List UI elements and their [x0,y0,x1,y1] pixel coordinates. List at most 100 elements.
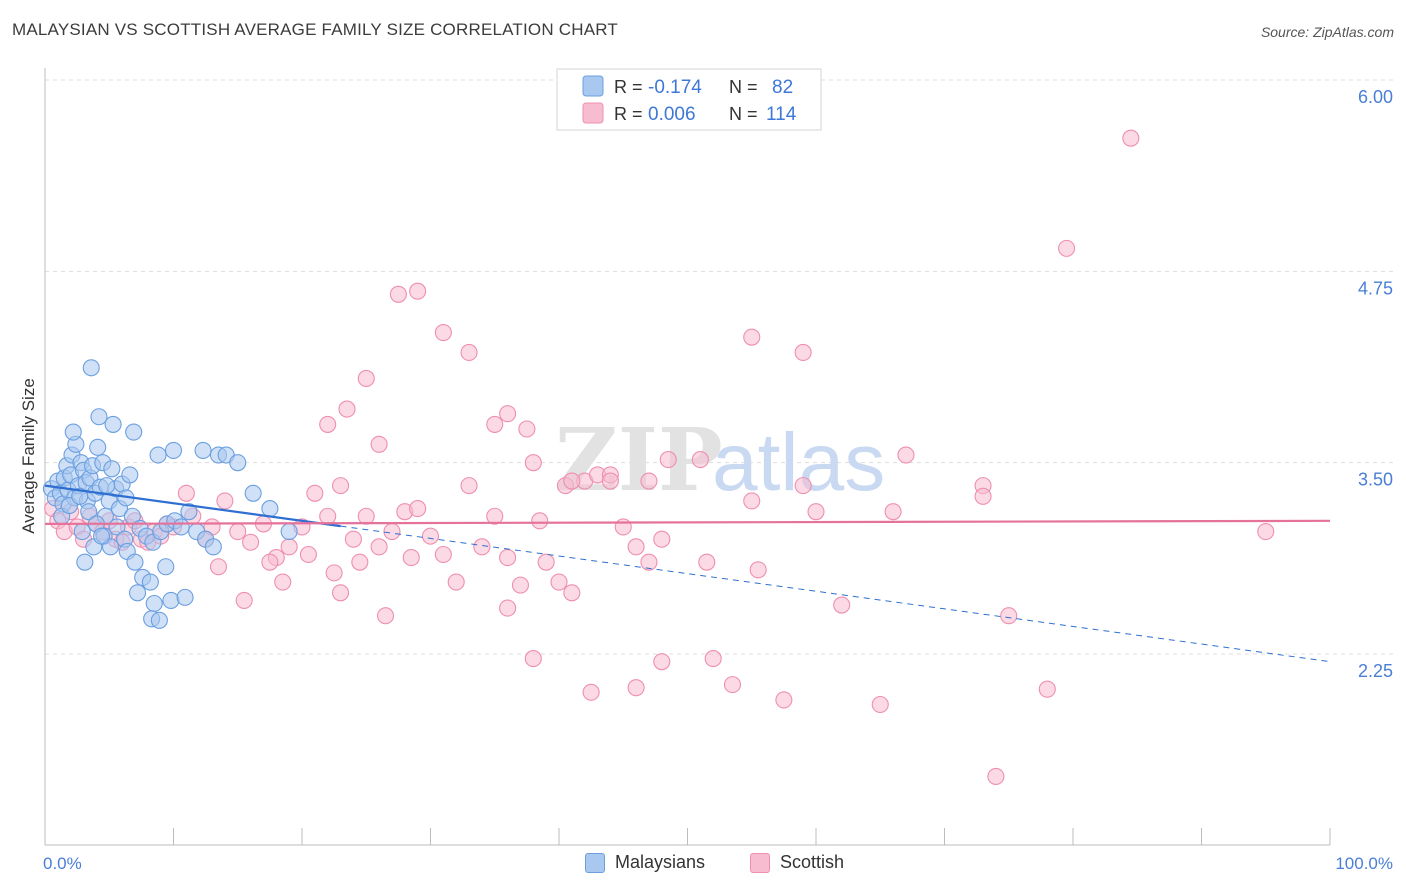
scottish-point [653,530,671,548]
legend-label-scottish: Scottish [780,852,845,872]
grid-lines [45,79,1395,655]
malaysians-point [98,477,116,495]
scottish-point [486,507,504,525]
scottish-point [370,538,388,556]
malaysians-point [121,466,139,484]
legend-top-n-label-blue: N = [729,77,758,97]
malaysians-point [145,594,163,613]
malaysians-point [126,553,144,571]
source-label: Source: ZipAtlas.com [1260,24,1394,40]
legend-top: R = -0.174 N = 82 R = 0.006 N = 114 [556,68,822,131]
y-axis-label: Average Family Size [19,378,38,534]
scottish-point [376,607,395,625]
scottish-point [261,553,279,571]
y-tick-label: 3.50 [1358,470,1393,490]
scottish-point [601,472,619,490]
scottish-point [486,415,504,433]
scottish-point [409,500,427,518]
legend-top-r-value-blue: -0.174 [648,77,702,98]
malaysians-point [204,538,222,556]
scottish-point [582,683,600,701]
scottish-point [627,679,645,697]
malaysians-point [157,558,175,576]
scottish-point [331,584,350,602]
watermark-atlas: atlas [712,417,885,508]
scottish-point [409,282,427,300]
scottish-point [460,343,478,362]
scottish-point [749,561,767,579]
scottish-point [331,477,350,495]
scottish-point [242,533,260,551]
malaysians-point [73,522,91,541]
legend-bottom: Malaysians Scottish [0,850,1406,878]
malaysians-point [71,487,89,505]
scottish-point [884,503,902,521]
scottish-point [344,530,362,548]
scottish-point [499,599,517,617]
scottish-point [1122,129,1140,147]
trend-lines [44,484,1331,663]
scottish-point [325,564,343,582]
scottish-point [537,553,555,571]
scottish-point [460,477,478,495]
scottish-point [1038,680,1056,698]
scottish-point [319,507,337,525]
malaysians-point [149,446,167,464]
scottish-point [473,538,491,556]
scottish-point [743,328,761,346]
trend-line-malaysians-extrapolated [340,525,1331,663]
scottish-point [177,484,195,502]
legend-top-swatch-pink [582,102,604,124]
scottish-point [1257,522,1275,541]
malaysians-point [172,518,190,536]
scottish-point [691,451,709,469]
scottish-point [550,573,568,591]
scottish-point [614,518,632,536]
malaysians-point [261,500,279,518]
scottish-point [447,573,465,591]
scottish-point [280,538,298,556]
scottish-point [524,650,542,668]
trend-line-scottish [44,519,1331,525]
scottish-point [640,553,658,571]
legend-item-malaysians: Malaysians [585,852,705,873]
malaysians-point [89,438,107,456]
scottish-point [351,553,369,571]
malaysians-point [194,441,212,459]
scottish-point [794,343,812,362]
malaysians-point [280,522,298,541]
scottish-point [743,492,761,510]
scottish-point [434,324,452,342]
y-tick-label: 4.75 [1358,278,1393,298]
scottish-point [723,676,742,694]
malaysians-point [244,484,262,502]
legend-top-n-label-pink: N = [729,104,758,124]
scottish-point [421,527,440,545]
scottish-point [627,538,645,556]
series-malaysians [42,359,298,629]
scottish-point [209,558,228,576]
legend-top-n-value-blue: 82 [772,77,793,98]
legend-top-n-value-pink: 114 [766,104,797,125]
malaysians-point [229,454,247,472]
legend-top-r-label-pink: R = [614,104,643,124]
scottish-point [833,596,851,614]
scottish-point [775,691,793,709]
scottish-point [299,545,317,564]
y-tick-label: 2.25 [1358,661,1393,681]
malaysians-point [103,460,121,478]
scottish-point [389,285,407,303]
scottish-point [499,405,517,423]
legend-top-r-label-blue: R = [614,77,643,97]
scottish-point [357,369,375,388]
scottish-point [402,549,420,567]
malaysians-point [180,503,198,521]
x-ticks [44,828,1331,845]
scottish-point [794,477,812,495]
malaysians-point [104,415,122,433]
scottish-point [319,415,337,433]
scottish-point [511,576,530,594]
scottish-point [563,472,581,490]
scottish-point [563,584,581,602]
